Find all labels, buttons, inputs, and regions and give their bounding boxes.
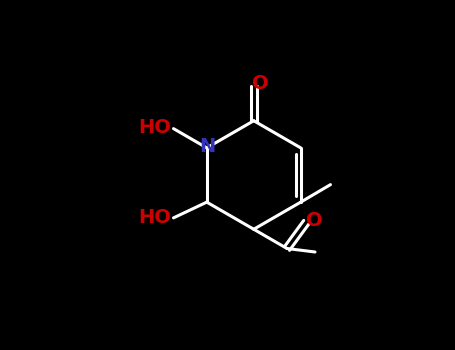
Text: O: O xyxy=(306,211,322,230)
Text: O: O xyxy=(252,74,268,93)
Text: HO: HO xyxy=(138,118,171,137)
Text: HO: HO xyxy=(138,208,172,227)
Text: N: N xyxy=(199,137,216,156)
